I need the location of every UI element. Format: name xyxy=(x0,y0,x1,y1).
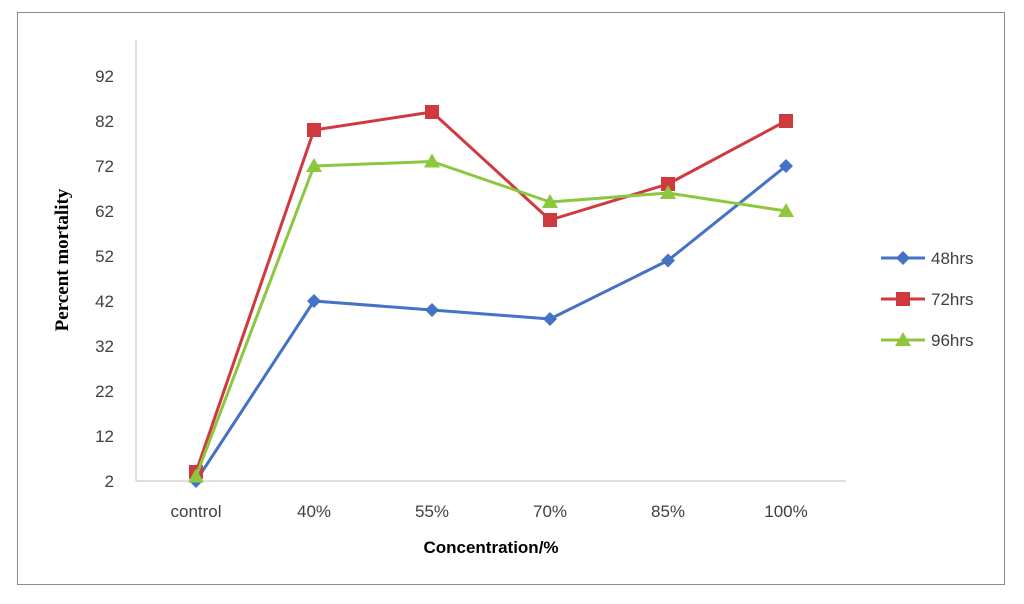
data-point xyxy=(542,194,558,208)
series-group xyxy=(188,105,794,488)
data-point xyxy=(779,114,793,128)
legend-marker xyxy=(896,292,910,306)
data-point xyxy=(425,303,439,317)
y-tick-label: 2 xyxy=(105,472,114,491)
y-tick-labels: 2 12 22 32 42 52 62 72 82 92 xyxy=(95,67,114,491)
y-tick-label: 72 xyxy=(95,157,114,176)
x-tick-label: 55% xyxy=(415,502,449,521)
y-axis-title: Percent mortality xyxy=(52,188,73,331)
y-tick-label: 62 xyxy=(95,202,114,221)
x-tick-labels: control 40% 55% 70% 85% 100% xyxy=(170,502,807,521)
data-point xyxy=(307,123,321,137)
y-tick-label: 52 xyxy=(95,247,114,266)
data-point xyxy=(778,203,794,217)
y-tick-label: 92 xyxy=(95,67,114,86)
y-tick-label: 82 xyxy=(95,112,114,131)
legend: 48hrs 72hrs 96hrs xyxy=(881,249,974,350)
axes xyxy=(135,40,846,482)
data-point xyxy=(543,312,557,326)
data-point xyxy=(307,294,321,308)
data-point xyxy=(306,158,322,172)
legend-label: 48hrs xyxy=(931,249,974,268)
series-48hrs xyxy=(189,159,793,488)
data-point xyxy=(425,105,439,119)
x-tick-label: 40% xyxy=(297,502,331,521)
legend-item: 48hrs xyxy=(881,249,974,268)
series-line xyxy=(194,110,787,473)
x-tick-label: control xyxy=(170,502,221,521)
legend-label: 72hrs xyxy=(931,290,974,309)
data-point xyxy=(660,185,676,199)
y-tick-label: 42 xyxy=(95,292,114,311)
legend-label: 96hrs xyxy=(931,331,974,350)
x-tick-label: 70% xyxy=(533,502,567,521)
y-tick-label: 12 xyxy=(95,427,114,446)
data-point xyxy=(188,468,204,483)
data-point xyxy=(424,153,440,168)
legend-marker xyxy=(895,332,911,346)
series-line xyxy=(194,160,787,478)
legend-item: 72hrs xyxy=(881,290,974,309)
data-point xyxy=(543,213,557,227)
data-point xyxy=(779,159,793,173)
x-axis-title: Concentration/% xyxy=(423,538,558,557)
series-96hrs xyxy=(188,153,794,483)
x-tick-label: 85% xyxy=(651,502,685,521)
series-72hrs xyxy=(189,105,793,479)
y-tick-label: 32 xyxy=(95,337,114,356)
series-line xyxy=(194,164,787,482)
legend-item: 96hrs xyxy=(881,331,974,350)
y-tick-label: 22 xyxy=(95,382,114,401)
legend-marker xyxy=(896,251,910,265)
x-tick-label: 100% xyxy=(764,502,807,521)
data-point xyxy=(661,253,675,268)
data-point xyxy=(661,177,675,191)
chart-frame xyxy=(17,12,1005,585)
